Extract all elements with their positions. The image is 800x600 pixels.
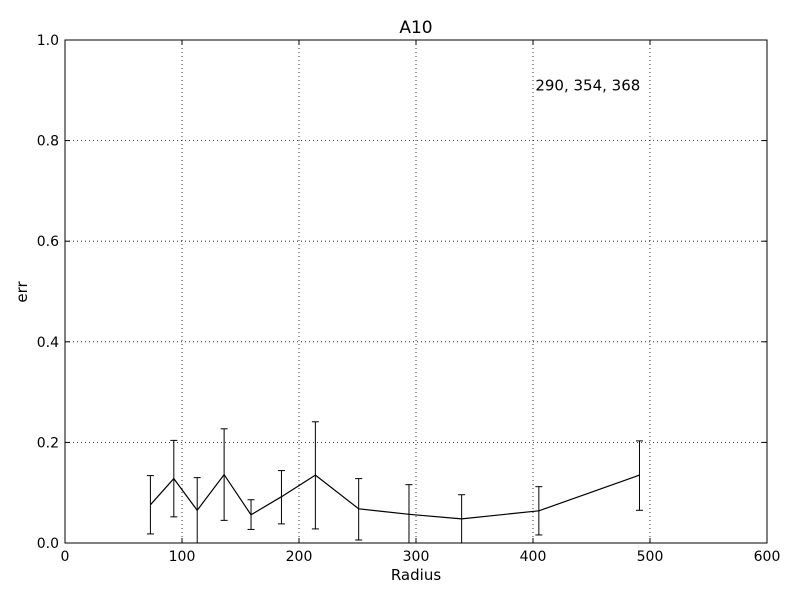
series-line	[149, 473, 640, 520]
error-bar	[355, 478, 363, 541]
x-tick-label: 500	[637, 549, 664, 565]
annotation-text: 290, 354, 368	[535, 76, 640, 94]
chart-title: A10	[399, 18, 432, 38]
y-tick-label: 0.6	[37, 234, 59, 250]
grid	[65, 40, 767, 543]
error-bar	[146, 475, 154, 535]
x-tick-label: 600	[754, 549, 781, 565]
ticks: 0 100 200 300 400 500 600 0.0 0.2 0.4 0.6 0.8 1.0	[37, 33, 781, 565]
error-bar	[170, 439, 178, 518]
y-axis-label: err	[13, 281, 31, 303]
error-bar	[220, 428, 228, 521]
x-tick-label: 300	[403, 549, 430, 565]
x-tick-label: 200	[286, 549, 313, 565]
error-bar	[247, 499, 255, 530]
x-tick-label: 400	[520, 549, 547, 565]
x-tick-label: 100	[169, 549, 196, 565]
y-tick-label: 0.8	[37, 134, 59, 150]
y-tick-label: 0.4	[37, 335, 59, 351]
x-tick-label: 0	[61, 549, 70, 565]
error-bar	[277, 470, 285, 525]
error-bar	[635, 440, 643, 511]
x-axis-label: Radius	[391, 566, 441, 584]
y-tick-label: 0.0	[37, 536, 59, 552]
y-tick-label: 0.2	[37, 435, 59, 451]
y-tick-label: 1.0	[37, 33, 59, 49]
error-bar	[311, 421, 319, 530]
error-bar	[535, 486, 543, 536]
